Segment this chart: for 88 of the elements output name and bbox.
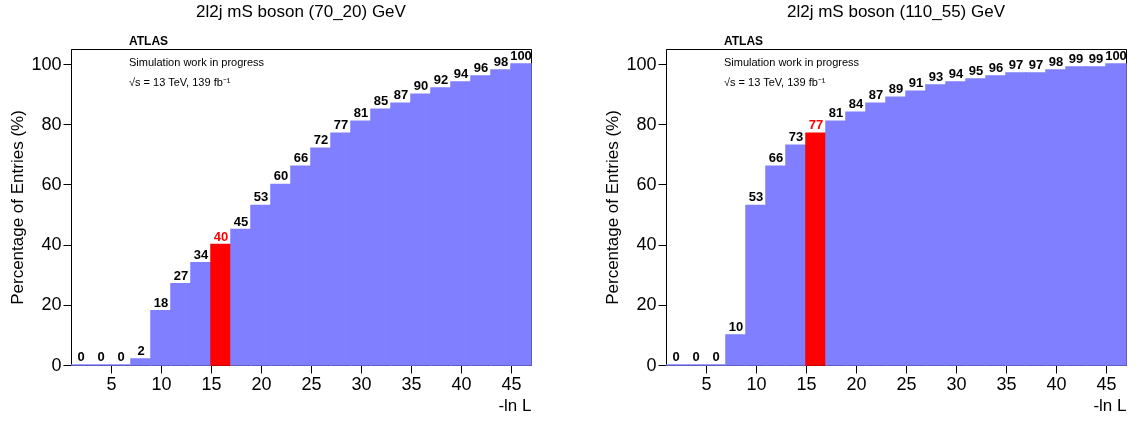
x-tick-label: 40 bbox=[451, 373, 472, 394]
x-tick-label: 20 bbox=[251, 373, 272, 394]
y-axis-title: Percentage of Entries (%) bbox=[8, 110, 28, 305]
x-tick-label: 20 bbox=[846, 373, 867, 394]
annotation: Simulation work in progress bbox=[724, 56, 860, 68]
data-label: 87 bbox=[868, 87, 884, 103]
x-tick-label: 10 bbox=[746, 373, 767, 394]
x-tick-label: 25 bbox=[896, 373, 917, 394]
data-label: 34 bbox=[193, 246, 209, 262]
x-tick-label: 5 bbox=[106, 373, 117, 394]
annotation: √s = 13 TeV, 139 fb⁻¹ bbox=[724, 76, 826, 88]
data-label: 53 bbox=[253, 189, 269, 205]
y-tick-label: 0 bbox=[646, 354, 657, 375]
x-tick-label: 5 bbox=[701, 373, 712, 394]
x-tick-label: 25 bbox=[301, 373, 322, 394]
x-tick-label: 45 bbox=[501, 373, 522, 394]
data-label: 66 bbox=[293, 150, 309, 166]
y-tick-label: 100 bbox=[626, 53, 657, 74]
data-label: 0 bbox=[692, 349, 700, 364]
data-label: 0 bbox=[672, 349, 680, 364]
data-label: 87 bbox=[393, 87, 409, 103]
y-tick-label: 80 bbox=[41, 113, 62, 134]
x-tick-label: 15 bbox=[201, 373, 222, 394]
x-tick-label: 35 bbox=[996, 373, 1017, 394]
data-label: 92 bbox=[433, 72, 449, 88]
data-label: 77 bbox=[808, 117, 824, 133]
data-label: 96 bbox=[473, 60, 489, 76]
data-label: 99 bbox=[1088, 51, 1104, 67]
data-label: 95 bbox=[968, 63, 984, 79]
y-tick-label: 0 bbox=[51, 354, 62, 375]
x-axis-title: -ln L bbox=[498, 395, 532, 415]
data-label: 91 bbox=[908, 75, 924, 91]
data-label: 94 bbox=[453, 66, 469, 82]
data-label: 27 bbox=[173, 267, 189, 283]
data-label: 0 bbox=[77, 349, 85, 364]
data-label: 0 bbox=[117, 349, 125, 364]
y-tick-label: 80 bbox=[636, 113, 657, 134]
y-tick-label: 40 bbox=[636, 234, 657, 255]
data-label: 73 bbox=[788, 129, 804, 145]
chart-title: 2l2j mS boson (70_20) GeV bbox=[196, 2, 407, 21]
data-label: 96 bbox=[988, 60, 1004, 76]
y-tick-label: 60 bbox=[41, 173, 62, 194]
x-tick-label: 30 bbox=[946, 373, 967, 394]
y-tick-label: 20 bbox=[41, 294, 62, 315]
data-label: 72 bbox=[313, 132, 329, 148]
x-tick-label: 45 bbox=[1096, 373, 1117, 394]
data-label: 66 bbox=[768, 150, 784, 166]
data-label: 100 bbox=[1105, 48, 1127, 64]
x-tick-label: 35 bbox=[401, 373, 422, 394]
data-label: 45 bbox=[233, 213, 249, 229]
data-label: 85 bbox=[373, 93, 389, 109]
data-label: 90 bbox=[413, 78, 429, 94]
y-tick-label: 100 bbox=[31, 53, 62, 74]
y-tick-label: 60 bbox=[636, 173, 657, 194]
data-label: 81 bbox=[828, 105, 844, 121]
chart-title: 2l2j mS boson (110_55) GeV bbox=[787, 2, 1006, 21]
data-label: 100 bbox=[510, 48, 532, 64]
annotation: √s = 13 TeV, 139 fb⁻¹ bbox=[129, 76, 231, 88]
data-label: 40 bbox=[213, 228, 229, 244]
x-tick-label: 30 bbox=[351, 373, 372, 394]
x-tick-label: 15 bbox=[796, 373, 817, 394]
data-label: 98 bbox=[493, 54, 509, 70]
data-label: 53 bbox=[748, 189, 764, 205]
data-label: 10 bbox=[728, 318, 744, 334]
annotation: Simulation work in progress bbox=[129, 56, 265, 68]
data-label: 2 bbox=[137, 342, 145, 358]
data-label: 94 bbox=[948, 66, 964, 82]
data-label: 99 bbox=[1068, 51, 1084, 67]
y-tick-label: 20 bbox=[636, 294, 657, 315]
data-label: 84 bbox=[848, 96, 864, 112]
data-label: 77 bbox=[333, 117, 349, 133]
data-label: 0 bbox=[97, 349, 105, 364]
data-label: 60 bbox=[273, 168, 289, 184]
data-label: 98 bbox=[1048, 54, 1064, 70]
x-tick-label: 10 bbox=[151, 373, 172, 394]
y-axis-title: Percentage of Entries (%) bbox=[603, 110, 623, 305]
x-axis-title: -ln L bbox=[1093, 395, 1127, 415]
data-label: 97 bbox=[1008, 57, 1024, 73]
y-tick-label: 40 bbox=[41, 234, 62, 255]
data-label: 89 bbox=[888, 81, 904, 97]
data-label: 81 bbox=[353, 105, 369, 121]
data-label: 18 bbox=[153, 294, 169, 310]
text: ATLAS bbox=[129, 34, 169, 48]
x-tick-label: 40 bbox=[1046, 373, 1067, 394]
data-label: 97 bbox=[1028, 57, 1044, 73]
data-label: 93 bbox=[928, 69, 944, 85]
text: ATLAS bbox=[724, 34, 764, 48]
data-label: 0 bbox=[712, 349, 720, 364]
